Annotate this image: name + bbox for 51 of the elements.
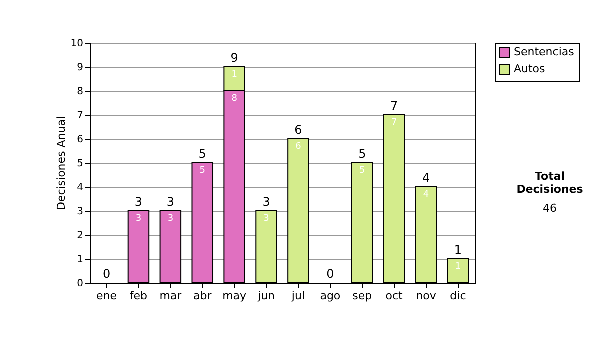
- x-tick-label: abr: [194, 290, 212, 302]
- y-tick-label: 7: [77, 110, 84, 122]
- x-tick-label: mar: [160, 290, 182, 302]
- total-label: 6: [294, 123, 302, 137]
- y-tick-label: 2: [77, 230, 84, 242]
- text: Total Decisiones: [516, 170, 584, 196]
- total-label: 3: [166, 195, 174, 209]
- x-tick-label: sep: [352, 290, 372, 302]
- total-label: 4: [422, 171, 430, 185]
- y-tick-label: 9: [77, 62, 84, 74]
- data-label: 7: [391, 118, 398, 128]
- x-tick-label: ene: [96, 290, 118, 302]
- legend-label: Sentencias: [514, 46, 575, 58]
- y-tick-label: 5: [77, 158, 84, 170]
- x-tick-label: feb: [130, 290, 148, 302]
- x-tick-label: ago: [320, 290, 341, 302]
- x-tick-label: nov: [416, 290, 437, 302]
- legend-label: Autos: [514, 62, 546, 76]
- x-tick-label: oct: [386, 290, 404, 302]
- total-label: 0: [326, 267, 334, 281]
- total-label: 9: [230, 51, 238, 65]
- total-label: 5: [198, 147, 206, 161]
- total-label: 7: [390, 99, 398, 113]
- y-tick-label: 1: [77, 254, 84, 266]
- y-axis-title: Decisiones Anual: [54, 116, 68, 211]
- y-tick-label: 10: [70, 38, 84, 50]
- total-label: 1: [454, 243, 462, 257]
- x-tick-label: jul: [290, 290, 306, 302]
- y-tick-label: 8: [77, 86, 84, 98]
- y-tick-label: 4: [77, 182, 84, 194]
- y-tick-label: 0: [77, 278, 84, 290]
- x-tick-label: dic: [450, 290, 466, 302]
- data-label: 8: [232, 94, 238, 104]
- total-label: 5: [358, 147, 366, 161]
- y-tick-label: 6: [77, 134, 84, 146]
- x-tick-label: jun: [257, 290, 276, 302]
- total-label: 3: [262, 195, 270, 209]
- total-label: 3: [134, 195, 143, 209]
- data-label: 3: [264, 214, 270, 224]
- data-label: 1: [455, 262, 462, 272]
- x-tick-label: may: [222, 290, 248, 302]
- data-label: 5: [200, 166, 206, 176]
- data-label: 4: [423, 190, 430, 200]
- data-label: 5: [360, 166, 366, 176]
- text: 46: [542, 202, 558, 215]
- data-label: 6: [296, 142, 302, 152]
- y-tick-label: 3: [77, 206, 84, 218]
- data-label: 1: [232, 70, 238, 80]
- total-label: 0: [102, 267, 111, 281]
- data-label: 3: [168, 214, 174, 224]
- data-label: 3: [136, 214, 142, 224]
